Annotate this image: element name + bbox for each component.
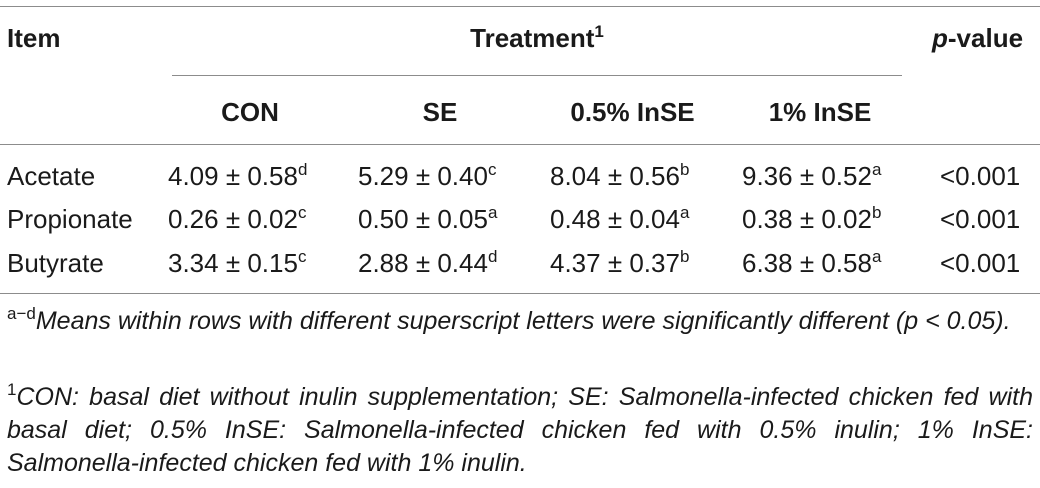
header-col-con: CON [221,97,279,127]
row-label: Butyrate [7,248,104,278]
header-col-1-inse: 1% InSE [768,97,872,127]
value-cell: 0.38 ± 0.02b [742,203,882,234]
value-cell: 8.04 ± 0.56b [550,160,690,191]
header-col-se: SE [422,97,458,127]
header-col-05-inse: 0.5% InSE [570,97,695,127]
p-value-cell: <0.001 [940,161,1021,191]
footnote-significance: a−dMeans within rows with different supe… [7,304,1011,335]
value-cell: 5.29 ± 0.40c [358,160,497,191]
p-value-cell: <0.001 [940,204,1021,234]
footnote-treatments: 1CON: basal diet without inulin suppleme… [7,380,1033,477]
value-cell: 2.88 ± 0.44d [358,247,498,278]
row-label: Acetate [7,161,96,191]
value-cell: 9.36 ± 0.52a [742,160,882,191]
value-cell: 0.26 ± 0.02c [168,203,307,234]
value-cell: 3.34 ± 0.15c [168,247,307,278]
value-cell: 4.09 ± 0.58d [168,160,308,191]
header-pvalue: p-value [932,23,1024,53]
treatment-superscript: 1 [594,22,604,41]
header-item: Item [7,23,61,53]
value-cell: 6.38 ± 0.58a [742,247,882,278]
footnote-significance-marker: a−d [7,304,36,323]
treatment-underline [172,75,902,76]
header-treatment: Treatment1 [470,22,604,53]
p-value-cell: <0.001 [940,248,1021,278]
table-top-rule [0,6,1040,7]
table-bottom-rule [0,293,1040,294]
value-cell: 0.50 ± 0.05a [358,203,498,234]
value-cell: 0.48 ± 0.04a [550,203,690,234]
row-label: Propionate [7,204,133,234]
footnote-treatments-marker: 1 [7,380,17,399]
value-cell: 4.37 ± 0.37b [550,247,690,278]
header-bottom-rule [0,144,1040,145]
